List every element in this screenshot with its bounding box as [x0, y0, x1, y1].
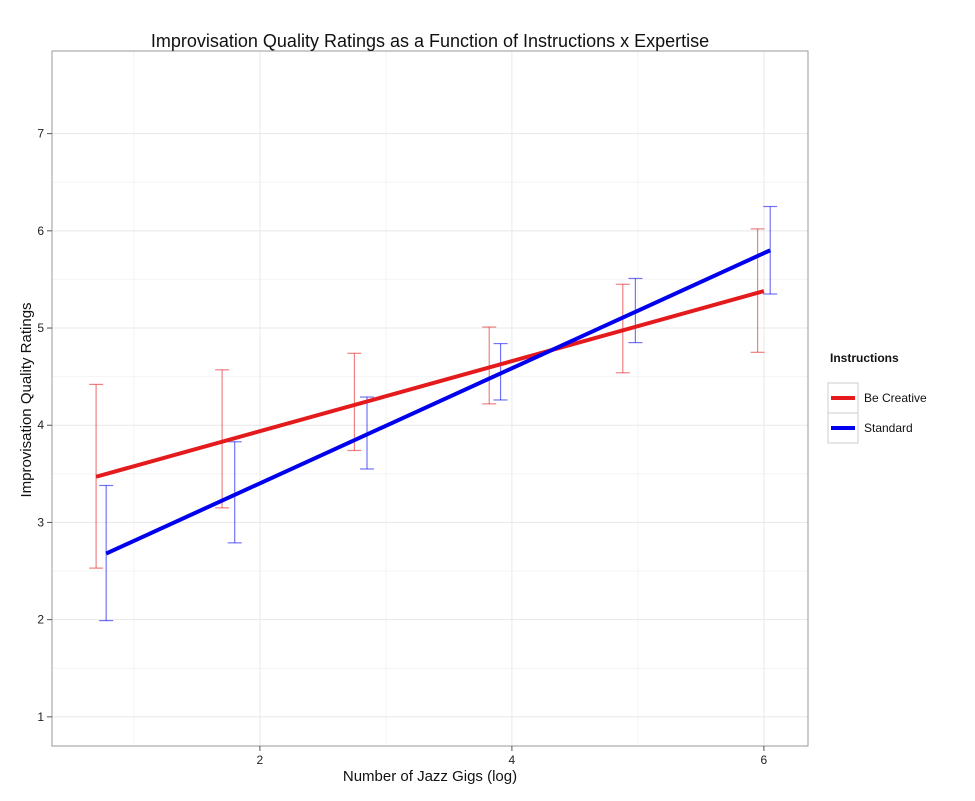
- legend-items: Be Creative Standard: [827, 382, 927, 444]
- fit-lines: [95, 248, 772, 556]
- standard-error-bar: [227, 441, 242, 544]
- legend: Instructions Be Creative Standard: [827, 351, 927, 444]
- y-tick-label: 3: [37, 515, 44, 529]
- plot-panel-border: [51, 50, 809, 747]
- y-tick-label: 4: [37, 418, 44, 432]
- be-creative-error-bar: [215, 369, 230, 509]
- gridlines: [52, 51, 808, 746]
- axes: 2 4 6 1 2 3 4 5 6 7: [37, 127, 767, 767]
- standard-fit-line: [105, 248, 772, 556]
- y-tick-label: 7: [37, 127, 44, 141]
- legend-label-be-creative: Be Creative: [864, 391, 927, 405]
- legend-title: Instructions: [830, 351, 899, 365]
- y-tick-label: 2: [37, 613, 44, 627]
- y-axis-title: Improvisation Quality Ratings: [18, 302, 35, 497]
- be-creative-error-bar: [347, 352, 362, 452]
- legend-item-be-creative: Be Creative: [827, 382, 927, 414]
- chart-title: Improvisation Quality Ratings as a Funct…: [151, 31, 709, 51]
- legend-label-standard: Standard: [864, 421, 913, 435]
- x-tick-label: 4: [509, 753, 516, 767]
- y-tick-label: 5: [37, 321, 44, 335]
- x-tick-label: 2: [257, 753, 264, 767]
- x-tick-label: 6: [761, 753, 768, 767]
- y-tick-label: 1: [37, 710, 44, 724]
- x-axis-title: Number of Jazz Gigs (log): [343, 768, 517, 785]
- legend-item-standard: Standard: [827, 412, 913, 444]
- be-creative-fit-line: [95, 289, 765, 479]
- be-creative-error-bar: [750, 228, 765, 353]
- y-tick-label: 6: [37, 224, 44, 238]
